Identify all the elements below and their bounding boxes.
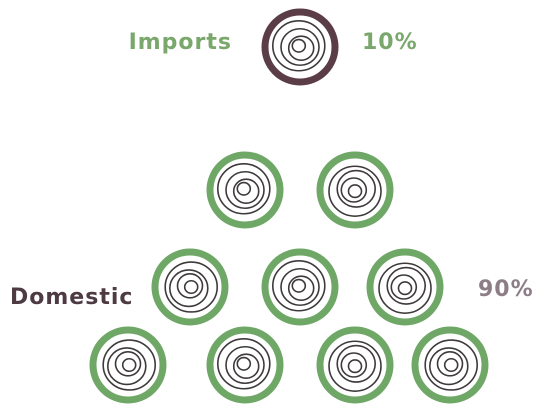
- tree-ring: [291, 38, 307, 53]
- tree-ring: [397, 281, 413, 296]
- tree-ring: [164, 261, 218, 313]
- tree-ring: [217, 163, 271, 215]
- tree-ring: [225, 170, 265, 210]
- tree-ring: [183, 279, 199, 295]
- tree-ring: [114, 350, 142, 377]
- tree-ring: [280, 27, 320, 67]
- value-label: 90%: [478, 277, 534, 302]
- tree-ring: [236, 181, 252, 196]
- pictogram-group: [89, 151, 489, 404]
- tree-ring: [328, 340, 382, 392]
- tree-ring: [121, 357, 137, 373]
- tree-ring: [107, 347, 147, 386]
- tree-ring: [232, 178, 260, 204]
- tree-ring: [347, 184, 363, 199]
- tree-ring: [336, 344, 377, 383]
- tree-ring: [236, 356, 252, 371]
- tree-ring: [291, 278, 307, 293]
- tree-ring: [287, 35, 315, 62]
- tree-ring: [443, 357, 459, 373]
- tree-ring: [328, 165, 382, 217]
- tree-ring: [102, 339, 156, 391]
- tree-ring: [176, 272, 204, 299]
- category-label: Imports: [129, 30, 232, 55]
- tree-ring: [347, 359, 363, 374]
- tree-ring: [390, 274, 418, 300]
- tree-ring: [232, 353, 260, 380]
- tree-ring: [378, 262, 432, 314]
- tree-ring: [336, 169, 377, 208]
- tree-ring: [340, 177, 368, 203]
- tree-ring: [271, 260, 326, 312]
- tree-ring: [386, 266, 427, 305]
- value-label: 10%: [362, 30, 418, 55]
- tree-ring: [424, 339, 479, 391]
- tree-ring: [287, 275, 315, 302]
- pictogram-group: [261, 8, 339, 86]
- tree-ring: [428, 347, 469, 386]
- tree-ring: [436, 350, 464, 377]
- tree-ring: [280, 267, 320, 307]
- tree-ring: [340, 352, 368, 378]
- category-label: Domestic: [10, 285, 133, 310]
- tree-ring: [217, 338, 271, 390]
- tree-ring: [169, 269, 209, 308]
- tree-ring: [271, 20, 326, 72]
- tree-ring: [225, 345, 265, 385]
